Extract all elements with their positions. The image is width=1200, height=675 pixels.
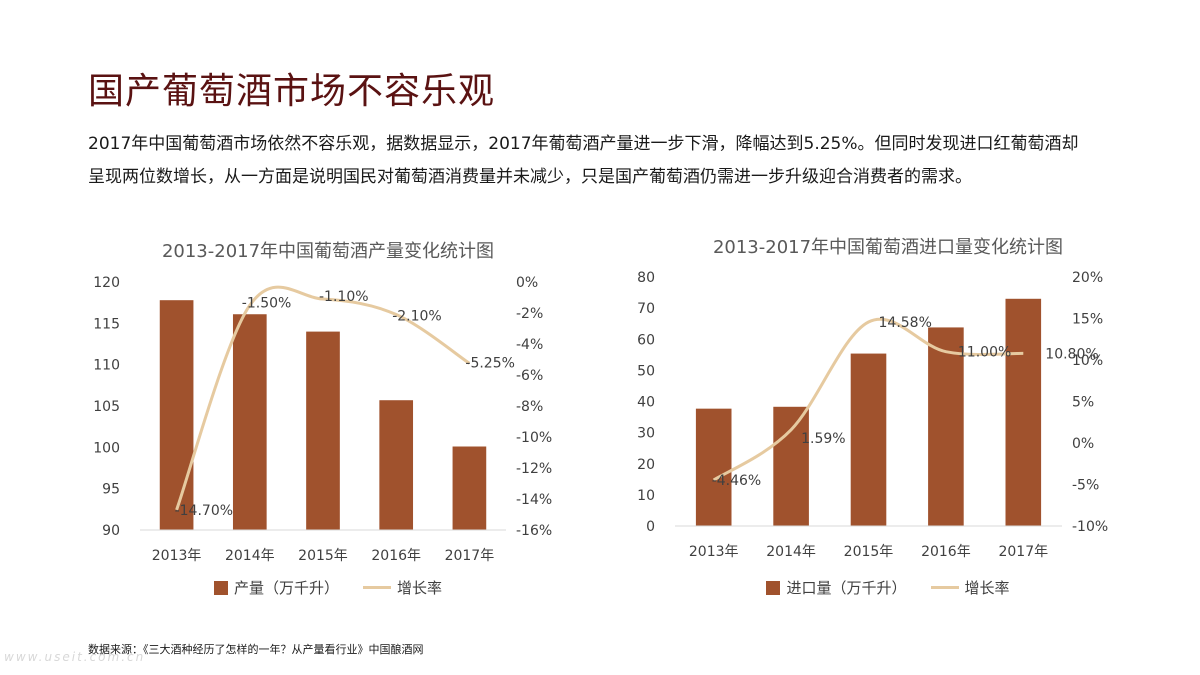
y-right-tick-label: 15% (1072, 312, 1103, 328)
legend-item-line: 增长率 (363, 577, 442, 598)
data-label: -1.50% (242, 295, 292, 311)
x-tick-label: 2017年 (998, 544, 1048, 560)
data-label: 11.00% (958, 345, 1011, 361)
production-chart-plot: 90 95 100 105 110 115 120 -16% -14% -12% -10% -8% -6… (93, 275, 552, 564)
x-tick-label: 2016年 (371, 548, 421, 564)
y-right-tick-label: -8% (516, 399, 543, 415)
data-label: -2.10% (392, 309, 442, 325)
chart-title: 2013-2017年中国葡萄酒进口量变化统计图 (712, 237, 1064, 258)
y-left-tick-label: 120 (93, 275, 120, 291)
y-right-tick-label: -14% (516, 492, 552, 508)
y-right-tick-label: -12% (516, 461, 552, 477)
chart-legend: 产量（万千升） 增长率 (88, 577, 568, 598)
y-right-tick-label: -5% (1072, 478, 1099, 494)
y-left-tick-label: 10 (637, 488, 655, 504)
legend-swatch-bar (213, 580, 228, 595)
x-tick-label: 2015年 (844, 544, 894, 560)
chart-legend: 进口量（万千升） 增长率 (628, 577, 1148, 598)
legend-item-bar: 产量（万千升） (213, 577, 339, 598)
bar (232, 314, 267, 530)
data-label: 10.80% (1045, 346, 1098, 362)
y-right-tick-label: -16% (516, 523, 552, 539)
production-chart: 2013-2017年中国葡萄酒产量变化统计图 90 95 100 105 110 115 1… (88, 225, 568, 615)
x-tick-label: 2013年 (152, 548, 202, 564)
y-left-tick-label: 95 (102, 482, 120, 498)
description: 2017年中国葡萄酒市场依然不容乐观，据数据显示，2017年葡萄酒产量进一步下滑… (88, 128, 1128, 194)
bar (773, 406, 809, 526)
bar (379, 400, 414, 530)
y-left-tick-label: 100 (93, 440, 120, 456)
growth-rate-line (175, 285, 471, 511)
legend-swatch-line (930, 586, 959, 589)
legend-swatch-line (363, 586, 391, 589)
y-left-tick-label: 60 (637, 332, 655, 348)
y-left-tick-label: 110 (93, 358, 120, 374)
y-left-tick-label: 115 (93, 316, 120, 332)
description-line-2: 呈现两位数增长，从一方面是说明国民对葡萄酒消费量并未减少，只是国产葡萄酒仍需进一… (88, 167, 972, 187)
legend-label: 进口量（万千升） (786, 579, 907, 597)
y-right-tick-label: 20% (1072, 270, 1103, 286)
data-source: 数据来源：《三大酒种经历了怎样的一年？从产量看行业》中国酿酒网 (88, 643, 424, 656)
legend-label: 增长率 (397, 579, 443, 597)
data-label: -4.46% (712, 473, 762, 489)
x-tick-label: 2014年 (225, 548, 275, 564)
watermark: www.useit.com.cn (4, 650, 146, 664)
x-tick-label: 2015年 (298, 548, 348, 564)
data-label: -5.25% (465, 355, 515, 371)
y-right-tick-label: -2% (516, 306, 543, 322)
y-right-tick-label: 0% (516, 275, 538, 291)
chart-title: 2013-2017年中国葡萄酒产量变化统计图 (161, 241, 495, 262)
legend-item-line: 增长率 (930, 577, 1010, 598)
data-label: 1.59% (801, 431, 845, 447)
x-tick-label: 2017年 (445, 548, 495, 564)
bar (306, 331, 340, 530)
bar (928, 327, 964, 526)
y-left-tick-label: 105 (93, 399, 120, 415)
y-left-tick-label: 50 (637, 363, 655, 379)
growth-rate-line (712, 317, 1024, 482)
y-left-tick-label: 70 (637, 301, 655, 317)
x-tick-label: 2014年 (766, 544, 816, 560)
legend-item-bar: 进口量（万千升） (766, 577, 907, 598)
description-line-1: 2017年中国葡萄酒市场依然不容乐观，据数据显示，2017年葡萄酒产量进一步下滑… (88, 134, 1079, 154)
bar (850, 353, 887, 526)
y-left-tick-label: 20 (637, 457, 655, 473)
legend-label: 产量（万千升） (233, 579, 339, 597)
data-label: -14.70% (175, 503, 233, 519)
x-tick-label: 2016年 (921, 544, 971, 560)
data-label: -1.10% (319, 289, 369, 305)
legend-label: 增长率 (964, 579, 1010, 597)
y-right-tick-label: 5% (1072, 395, 1094, 411)
y-right-tick-label: -6% (516, 368, 543, 384)
page-title: 国产葡萄酒市场不容乐观 (88, 71, 496, 112)
bar (452, 446, 487, 530)
legend-swatch-bar (766, 580, 781, 595)
import-chart: 2013-2017年中国葡萄酒进口量变化统计图 0 10 20 30 40 50 60 70 8… (628, 225, 1148, 615)
y-right-tick-label: 10% (1072, 353, 1103, 369)
y-left-tick-label: 90 (102, 523, 120, 539)
y-left-tick-label: 30 (637, 426, 655, 442)
y-left-tick-label: 40 (637, 395, 655, 411)
y-right-tick-label: -10% (1072, 519, 1108, 535)
y-right-tick-label: 0% (1072, 436, 1094, 452)
y-left-tick-label: 0 (646, 519, 655, 535)
y-right-tick-label: -4% (516, 337, 543, 353)
bar (1005, 298, 1042, 526)
x-tick-label: 2013年 (689, 544, 739, 560)
y-left-tick-label: 80 (637, 270, 655, 286)
y-right-tick-label: -10% (516, 430, 552, 446)
import-chart-plot: 0 10 20 30 40 50 60 70 80 -10% -5% 0% 5% 10% 15% 20% 201… (637, 270, 1108, 560)
bar (159, 300, 194, 530)
data-label: 14.58% (879, 315, 932, 331)
bar (695, 408, 732, 526)
